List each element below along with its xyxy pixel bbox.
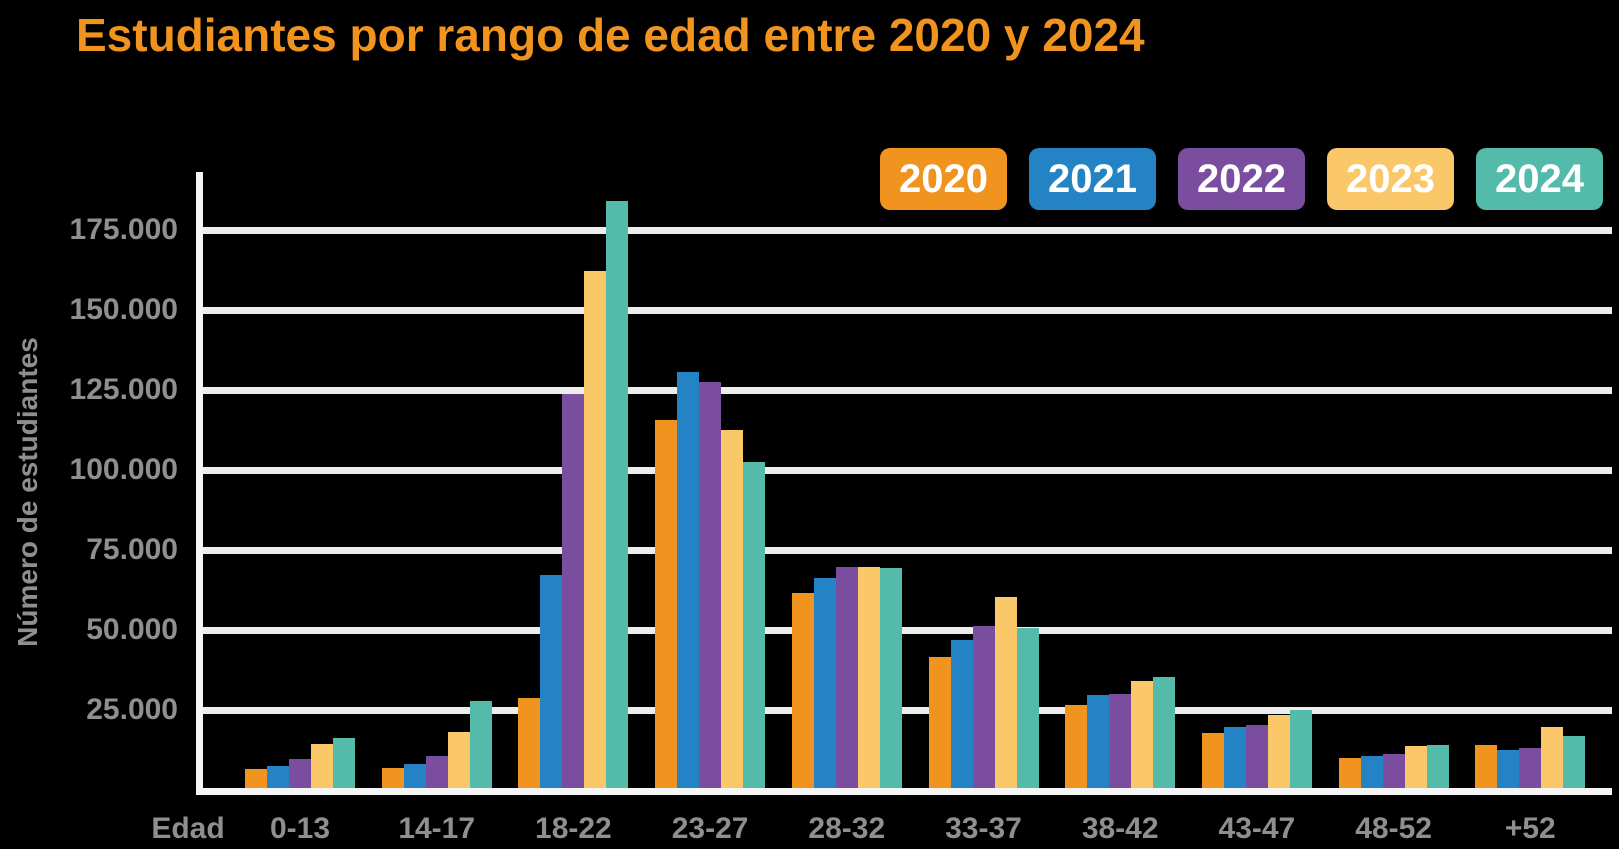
bar-+52-2023 xyxy=(1541,727,1564,788)
bar-18-22-2022 xyxy=(562,394,585,788)
x-tick-label-+52: +52 xyxy=(1504,812,1556,845)
x-tick-label-28-32: 28-32 xyxy=(808,812,886,845)
bar-0-13-2024 xyxy=(333,738,355,788)
bar-48-52-2021 xyxy=(1360,756,1383,788)
bar-48-52-2020 xyxy=(1338,757,1361,788)
x-tick-label-33-37: 33-37 xyxy=(945,812,1022,845)
x-axis-caption: Edad xyxy=(151,812,225,845)
x-axis-line xyxy=(196,788,1612,795)
bar-18-22-2024 xyxy=(606,200,629,788)
bar-33-37-2020 xyxy=(928,656,951,788)
bar-14-17-2020 xyxy=(381,767,404,788)
bar-38-42-2023 xyxy=(1131,681,1154,788)
legend-chip-2023: 2023 xyxy=(1327,148,1454,210)
bar-28-32-2022 xyxy=(835,567,858,788)
gridline-25.000 xyxy=(196,706,1612,714)
bar-+52-2020 xyxy=(1475,745,1498,788)
legend: 2020 2021 2022 2023 2024 xyxy=(880,148,1603,210)
gridline-125.000 xyxy=(196,386,1612,394)
x-tick-label-38-42: 38-42 xyxy=(1081,812,1159,845)
gridline-50.000 xyxy=(196,626,1612,634)
bar-0-13-2022 xyxy=(289,758,311,788)
bar-+52-2022 xyxy=(1519,748,1542,788)
bar-23-27-2022 xyxy=(699,381,722,788)
bar-38-42-2022 xyxy=(1109,693,1132,788)
bar-28-32-2021 xyxy=(813,578,836,788)
x-tick-label-0-13: 0-13 xyxy=(269,812,331,845)
y-tick-label: 150.000 xyxy=(69,293,178,326)
bar-28-32-2023 xyxy=(857,567,880,788)
y-tick-label: 100.000 xyxy=(69,453,178,486)
legend-chip-2024: 2024 xyxy=(1476,148,1603,210)
x-tick-label-43-47: 43-47 xyxy=(1218,812,1296,845)
bar-18-22-2023 xyxy=(584,271,607,788)
bar-+52-2024 xyxy=(1563,736,1586,788)
x-tick-label-18-22: 18-22 xyxy=(535,812,612,845)
bar-23-27-2020 xyxy=(655,420,678,788)
gridline-150.000 xyxy=(196,306,1612,314)
bar-38-42-2020 xyxy=(1065,705,1088,788)
bar-43-47-2022 xyxy=(1245,725,1268,788)
chart-title: Estudiantes por rango de edad entre 2020… xyxy=(76,9,1145,61)
y-tick-label: 125.000 xyxy=(69,373,178,406)
bar-43-47-2023 xyxy=(1267,715,1290,788)
bar-0-13-2021 xyxy=(267,765,289,788)
bar-23-27-2021 xyxy=(677,372,700,788)
bar-33-37-2021 xyxy=(950,640,973,788)
bar-28-32-2020 xyxy=(791,592,814,788)
gridline-100.000 xyxy=(196,466,1612,474)
gridline-75.000 xyxy=(196,546,1612,554)
y-tick-label: 175.000 xyxy=(69,213,178,246)
y-tick-label: 25.000 xyxy=(86,693,178,726)
y-tick-label: 50.000 xyxy=(86,613,178,646)
bar-38-42-2021 xyxy=(1087,694,1110,788)
bar-33-37-2022 xyxy=(972,626,995,788)
bar-0-13-2020 xyxy=(245,769,267,788)
legend-chip-2022: 2022 xyxy=(1178,148,1305,210)
x-tick-label-48-52: 48-52 xyxy=(1355,812,1432,845)
bar-43-47-2021 xyxy=(1223,727,1246,788)
bar-14-17-2021 xyxy=(403,764,426,788)
legend-chip-2021: 2021 xyxy=(1029,148,1156,210)
bar-+52-2021 xyxy=(1497,750,1520,788)
y-axis-line xyxy=(196,172,203,795)
bar-18-22-2021 xyxy=(540,575,563,788)
bar-48-52-2024 xyxy=(1426,744,1449,788)
bar-33-37-2023 xyxy=(994,597,1017,788)
legend-chip-2020: 2020 xyxy=(880,148,1007,210)
bar-43-47-2024 xyxy=(1289,710,1312,788)
bar-28-32-2024 xyxy=(879,567,902,788)
bar-48-52-2023 xyxy=(1404,746,1427,788)
bar-23-27-2024 xyxy=(743,461,766,788)
bar-48-52-2022 xyxy=(1382,754,1405,788)
bar-14-17-2024 xyxy=(469,700,492,788)
bar-14-17-2022 xyxy=(425,756,448,788)
bar-43-47-2020 xyxy=(1201,733,1224,788)
bar-18-22-2020 xyxy=(518,698,541,788)
gridline-175.000 xyxy=(196,226,1612,234)
x-tick-label-23-27: 23-27 xyxy=(671,812,749,845)
bar-38-42-2024 xyxy=(1153,677,1176,788)
bar-33-37-2024 xyxy=(1016,628,1039,788)
bar-23-27-2023 xyxy=(721,429,744,788)
bar-0-13-2023 xyxy=(311,743,333,788)
bar-14-17-2023 xyxy=(447,732,470,788)
y-tick-label: 75.000 xyxy=(86,533,178,566)
x-tick-label-14-17: 14-17 xyxy=(398,812,476,845)
